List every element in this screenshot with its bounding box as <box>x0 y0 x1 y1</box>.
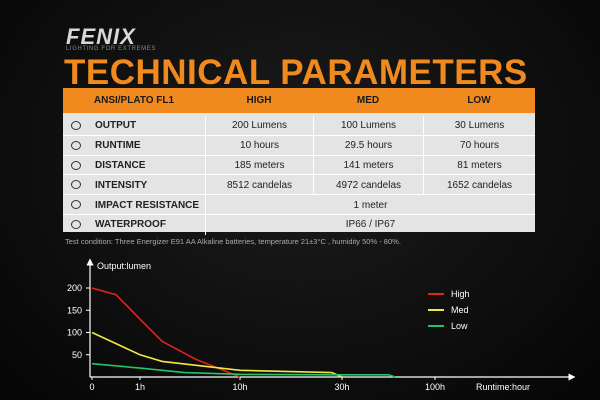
y-tick-label: 100 <box>67 328 82 338</box>
row-label: WATERPROOF <box>95 219 166 231</box>
column-header: MED <box>356 95 380 106</box>
column-header: HIGH <box>246 95 272 106</box>
x-tick-label: 100h <box>425 382 445 392</box>
row-label: INTENSITY <box>95 179 148 191</box>
series-line <box>91 331 343 378</box>
table-cell: 1 meter <box>205 195 535 215</box>
table-cell: 70 hours <box>423 135 535 156</box>
legend-label: Low <box>451 321 468 331</box>
row-label: RUNTIME <box>95 140 141 152</box>
row-icon <box>71 200 81 210</box>
series-line <box>91 362 396 378</box>
y-tick-label: 50 <box>72 350 82 360</box>
table-cell: 10 hours <box>205 135 313 156</box>
row-icon <box>71 160 81 170</box>
x-tick-label: 1h <box>135 382 145 392</box>
x-tick-label: 10h <box>232 382 247 392</box>
row-divider <box>63 214 535 215</box>
table-cell: 8512 candelas <box>205 175 313 196</box>
runtime-chart: 50 100 150 200 0 1h 10h 30h 100h Output:lumen Runt… <box>67 258 576 392</box>
page-title: TECHNICAL PARAMETERS <box>64 53 528 92</box>
table-cell: IP66 / IP67 <box>205 215 535 235</box>
y-axis-label: Output:lumen <box>97 261 151 271</box>
table-cell: 29.5 hours <box>313 135 423 156</box>
row-divider <box>63 134 535 136</box>
header-row <box>63 88 535 113</box>
y-tick-label: 150 <box>67 305 82 315</box>
row-label: DISTANCE <box>95 159 146 171</box>
row-divider <box>63 174 535 176</box>
row-icon <box>71 180 81 190</box>
table-cell: 185 meters <box>205 155 313 176</box>
row-icon <box>71 121 81 130</box>
table-cell: 200 Lumens <box>205 116 313 136</box>
row-icon <box>71 140 81 150</box>
test-note: Test condition: Three Energizer E91 AA A… <box>65 237 401 246</box>
brand-logo: FENIX <box>66 24 136 49</box>
table-cell: 4972 candelas <box>313 175 423 196</box>
column-header: LOW <box>467 95 491 106</box>
row-label: IMPACT RESISTANCE <box>95 199 200 211</box>
table-cell: 100 Lumens <box>313 116 423 136</box>
row-divider <box>63 154 535 156</box>
row-label: OUTPUT <box>95 120 137 132</box>
row-icon <box>71 220 81 229</box>
x-tick-label: 0 <box>89 382 94 392</box>
table-cell: 141 meters <box>313 155 423 176</box>
table-cell: 81 meters <box>423 155 535 176</box>
x-axis-label: Runtime:hour <box>476 382 530 392</box>
row-divider <box>63 194 535 196</box>
tagline: LIGHTING FOR EXTREMES <box>66 46 156 52</box>
spec-table: ANSI/PLATO FL1 HIGH MED LOW OUTPUT 200 Lumens… <box>63 88 535 235</box>
series-line <box>91 287 241 378</box>
legend-label: Med <box>451 305 469 315</box>
legend-label: High <box>451 289 470 299</box>
table-cell: 30 Lumens <box>423 116 535 136</box>
y-tick-label: 200 <box>67 283 82 293</box>
x-tick-label: 30h <box>334 382 349 392</box>
column-header: ANSI/PLATO FL1 <box>93 95 175 106</box>
table-cell: 1652 candelas <box>423 175 535 196</box>
